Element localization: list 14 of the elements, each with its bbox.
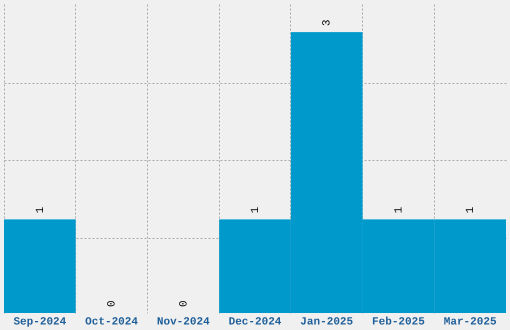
data-label: 3 bbox=[322, 19, 334, 26]
x-tick-label: Jan-2025 bbox=[300, 316, 354, 328]
data-label: 0 bbox=[106, 300, 119, 307]
data-label: 0 bbox=[178, 300, 190, 307]
data-label: 1 bbox=[34, 206, 47, 214]
x-tick-label: Sep-2024 bbox=[13, 316, 67, 328]
x-tick-label: Nov-2024 bbox=[156, 316, 210, 328]
x-tick-label: Mar-2025 bbox=[444, 316, 497, 328]
x-tick-label: Dec-2024 bbox=[228, 316, 282, 328]
x-tick-label: Oct-2024 bbox=[85, 316, 138, 328]
data-label: 1 bbox=[393, 206, 406, 214]
data-label: 1 bbox=[250, 206, 262, 214]
data-label: 1 bbox=[465, 206, 478, 214]
x-tick-label: Feb-2025 bbox=[372, 316, 426, 328]
